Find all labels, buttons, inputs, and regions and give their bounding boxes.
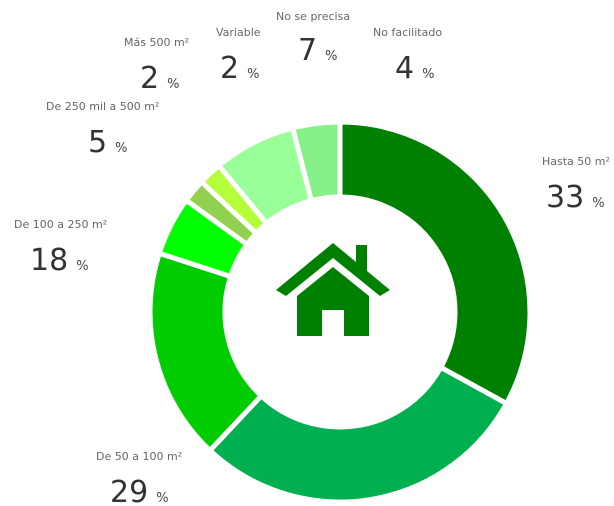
value-unit: % (167, 77, 179, 92)
category-label: De 250 mil a 500 m² (46, 100, 159, 113)
house-body (297, 267, 369, 336)
category-label: Variable (216, 26, 261, 39)
category-label: Hasta 50 m² (542, 155, 610, 168)
value-unit: % (156, 491, 168, 506)
value-number: 2 (140, 61, 159, 96)
value-number: 33 (546, 180, 584, 215)
value-unit: % (76, 259, 88, 274)
category-label: De 50 a 100 m² (96, 450, 182, 463)
value-number: 2 (220, 51, 239, 86)
value-label: 18% (30, 243, 89, 278)
value-label: 2% (220, 51, 259, 86)
value-label: 29% (110, 475, 169, 506)
labels: Hasta 50 m² 33 % De 50 a 100 m² 29 % De 100 a … (14, 10, 610, 506)
value-label: 2% (140, 61, 179, 96)
slice (289, 119, 343, 204)
category-label: No facilitado (373, 26, 442, 39)
value-label: 33% (546, 180, 605, 215)
value-unit: % (592, 196, 604, 211)
value-unit: % (325, 49, 337, 64)
slice (206, 364, 510, 505)
value-label: 5% (88, 125, 127, 160)
value-unit: % (115, 141, 127, 156)
value-number: 29 (110, 475, 148, 506)
slice (337, 119, 533, 407)
value-number: 18 (30, 243, 68, 278)
category-label: Más 500 m² (124, 36, 189, 49)
value-unit: % (247, 67, 259, 82)
value-unit: % (422, 67, 434, 82)
chimney (356, 245, 367, 271)
value-label: 4% (395, 51, 434, 86)
value-label: 7% (298, 33, 337, 68)
value-number: 5 (88, 125, 107, 160)
donut (147, 119, 533, 505)
value-number: 4 (395, 51, 414, 86)
category-label: No se precisa (276, 10, 350, 23)
category-label: De 100 a 250 m² (14, 218, 107, 231)
value-number: 7 (298, 33, 317, 68)
house-icon (276, 243, 390, 336)
roof (276, 243, 390, 296)
